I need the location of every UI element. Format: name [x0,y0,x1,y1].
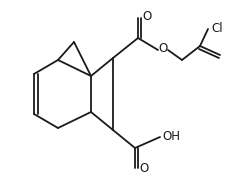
Text: O: O [158,43,168,56]
Text: O: O [139,163,149,176]
Text: Cl: Cl [211,22,223,35]
Text: OH: OH [162,130,180,143]
Text: O: O [142,11,152,23]
